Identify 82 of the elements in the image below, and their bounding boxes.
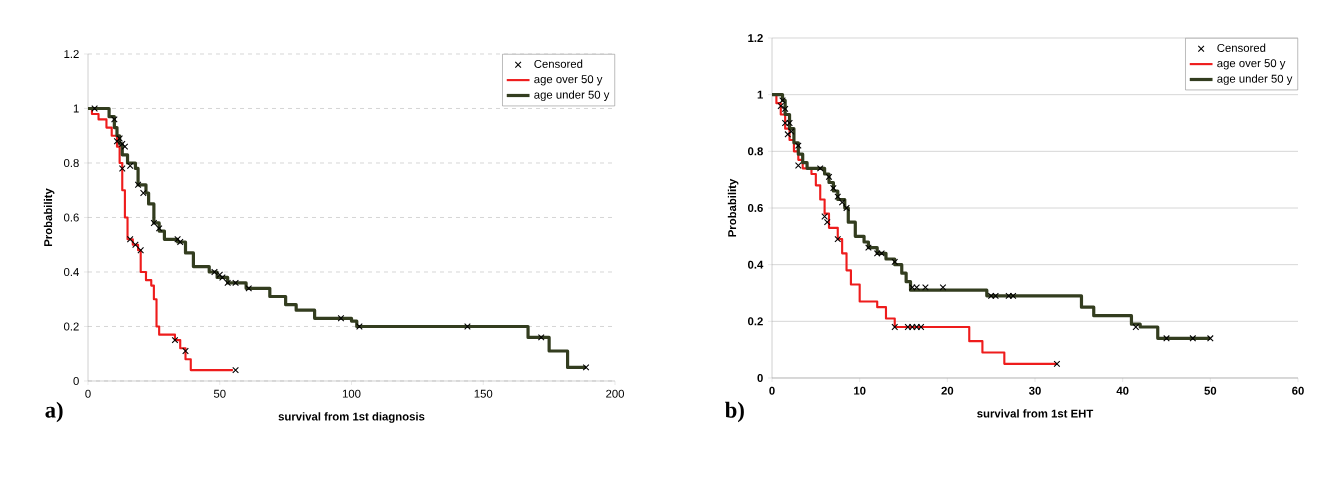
point	[537, 334, 545, 341]
point	[939, 283, 947, 291]
point	[823, 218, 831, 226]
point	[891, 258, 899, 266]
point	[582, 364, 590, 371]
y-tick-label: 0.4	[63, 268, 79, 277]
point	[155, 225, 163, 232]
text: b)	[725, 401, 744, 423]
y-tick-label: 1.2	[64, 50, 79, 58]
y-tick-label: 1	[757, 90, 763, 99]
y-tick-label: 0.8	[747, 147, 763, 156]
x-tick-label: 0	[85, 389, 91, 398]
x-tick-label: 10	[854, 386, 866, 395]
point	[91, 105, 98, 112]
point	[873, 249, 881, 257]
point	[865, 244, 872, 252]
y-axis-title: Probability	[43, 188, 55, 247]
x-axis-title: survival from 1st EHT	[977, 409, 1094, 418]
x-tick-label: 40	[1116, 386, 1129, 395]
point	[781, 119, 789, 127]
point	[1163, 334, 1170, 342]
legend-label: Censored	[534, 59, 583, 68]
point	[1009, 292, 1017, 300]
point	[126, 162, 134, 170]
point	[1132, 323, 1140, 331]
x-axis-title: survival from 1st diagnosis	[278, 412, 425, 423]
point	[337, 314, 345, 322]
point	[891, 323, 899, 331]
x-tick-label: 50	[213, 389, 226, 398]
legend-label: age over 50 y	[534, 75, 603, 86]
point	[843, 204, 850, 212]
point	[171, 336, 179, 344]
point	[794, 142, 802, 150]
y-tick-label: 1.2	[748, 34, 763, 42]
point	[777, 102, 785, 110]
point	[245, 284, 253, 292]
point	[794, 162, 802, 169]
legend-label: age over 50 y	[1217, 59, 1286, 70]
point	[838, 198, 846, 206]
point	[821, 213, 828, 220]
point	[118, 165, 126, 172]
y-axis-title: Probability	[727, 178, 739, 237]
x-tick-label: 30	[1028, 386, 1041, 395]
point	[1189, 334, 1197, 342]
x-tick-label: 150	[474, 389, 493, 398]
y-tick-label: 0.2	[63, 322, 79, 331]
x-tick-label: 60	[1292, 386, 1304, 395]
text: a)	[45, 401, 63, 423]
point	[1005, 292, 1013, 300]
x-tick-label: 100	[342, 389, 361, 398]
y-tick-label: 0.6	[747, 204, 763, 212]
point	[904, 323, 912, 331]
point	[830, 184, 837, 192]
y-tick-label: 0.2	[747, 317, 763, 326]
point	[139, 189, 147, 197]
y-tick-label: 0.6	[63, 213, 79, 222]
point	[126, 235, 134, 243]
point	[922, 283, 929, 291]
y-tick-label: 0.4	[747, 260, 764, 269]
x-tick-label: 20	[941, 386, 954, 395]
y-tick-label: 0	[757, 374, 763, 383]
x-tick-label: 0	[769, 386, 775, 395]
point	[1053, 360, 1061, 368]
legend-label: age under 50 y	[1217, 74, 1293, 85]
legend-label: Censored	[1217, 43, 1266, 52]
point	[232, 366, 239, 374]
point	[834, 235, 842, 243]
point	[132, 241, 139, 249]
x-tick-label: 200	[606, 389, 625, 398]
point	[182, 347, 189, 355]
x-tick-label: 50	[1204, 386, 1217, 395]
y-tick-label: 0	[73, 377, 79, 386]
point	[779, 96, 786, 104]
point	[781, 105, 789, 113]
point	[134, 181, 142, 189]
point	[137, 246, 145, 254]
y-tick-label: 1	[73, 104, 79, 113]
legend-label: age under 50 y	[534, 90, 610, 101]
y-tick-label: 0.8	[63, 159, 79, 167]
point	[825, 173, 833, 181]
point	[816, 164, 824, 172]
point	[834, 193, 842, 201]
